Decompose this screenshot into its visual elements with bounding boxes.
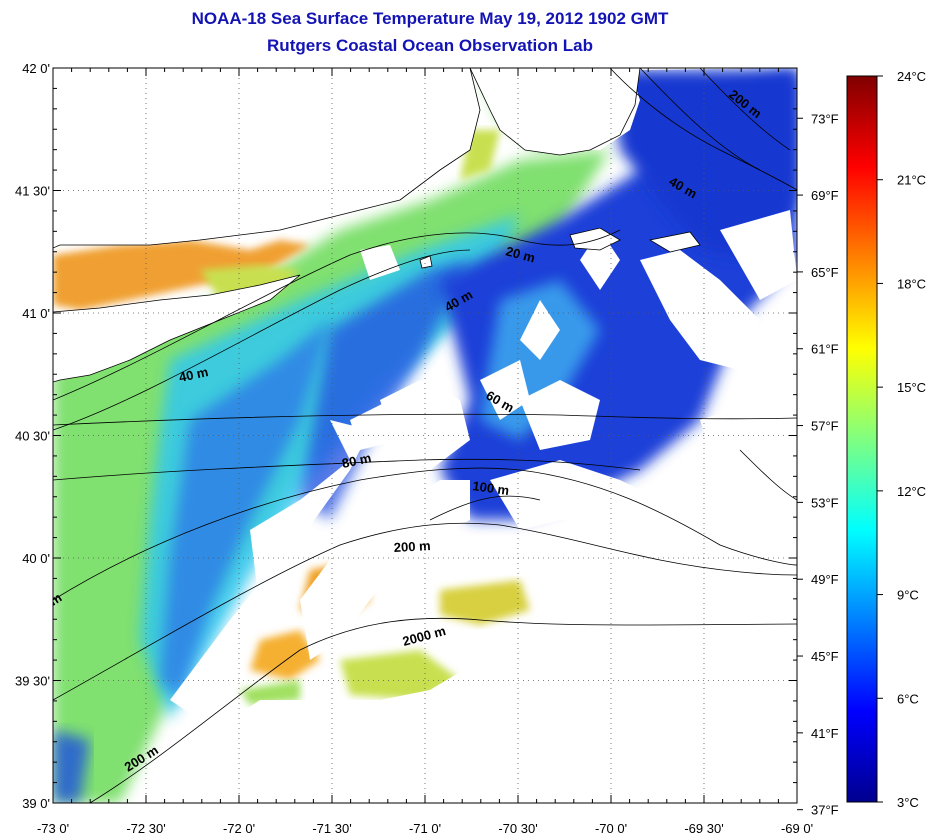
lon-tick-label: -70 0' — [595, 821, 627, 836]
lon-axis: -73 0' -72 30' -72 0' -71 30' -71 0' -70 30' -… — [37, 821, 813, 836]
axis-ticks — [52, 67, 803, 811]
lat-tick-label: 42 0' — [22, 61, 50, 76]
lon-tick-label: -72 0' — [223, 821, 255, 836]
sst-field: 200 m 40 m 20 m 40 m 40 m 60 m 80 m 100 … — [47, 68, 797, 803]
fahrenheit-tick-label: 37°F — [811, 803, 839, 818]
cloud-mask-1 — [170, 420, 370, 720]
shelf-water-blue-band1 — [160, 320, 330, 700]
cloud-mask-7 — [720, 210, 797, 300]
isobath-label: 40 m — [178, 364, 210, 385]
fahrenheit-tick-label: 61°F — [811, 342, 839, 357]
lat-axis: 39 0' 39 30' 40 0' 40 30' 41 0' 41 30' 42 0' — [15, 61, 50, 811]
fahrenheit-tick-label: 73°F — [811, 111, 839, 126]
isobath-label: m — [47, 590, 65, 609]
lat-tick-label: 40 30' — [15, 429, 50, 444]
lat-tick-label: 41 30' — [15, 184, 50, 199]
lon-tick-label: -70 30' — [498, 821, 537, 836]
fahrenheit-tick-label: 41°F — [811, 726, 839, 741]
land-block-island — [419, 255, 433, 269]
cloud-mask-9 — [480, 360, 530, 420]
lon-tick-label: -72 30' — [126, 821, 165, 836]
warm-eddy-3 — [440, 580, 530, 625]
lat-tick-label: 40 0' — [22, 551, 50, 566]
fahrenheit-tick-label: 69°F — [811, 188, 839, 203]
isobath-label: 80 m — [341, 450, 373, 471]
fahrenheit-tick-label: 65°F — [811, 265, 839, 280]
land-nantucket — [648, 231, 701, 253]
map-title: NOAA-18 Sea Surface Temperature May 19, … — [191, 9, 669, 28]
bay-green-patch — [200, 265, 300, 300]
fahrenheit-tick-label: 53°F — [811, 495, 839, 510]
colorbar-tick-label: 21°C — [897, 173, 926, 188]
lat-tick-label: 39 30' — [15, 674, 50, 689]
warm-eddy-5 — [240, 680, 300, 705]
colorbar — [846, 75, 878, 803]
colorbar-tick-label: 12°C — [897, 484, 926, 499]
land-long-island — [53, 274, 301, 383]
lon-tick-label: -71 0' — [409, 821, 441, 836]
cloud-mask-11 — [160, 460, 797, 803]
land-cape-cod — [469, 68, 641, 156]
warm-eddy-4 — [340, 650, 460, 700]
colorbar-labels: 3°C 6°C 9°C 12°C 15°C 18°C 21°C 24°C — [877, 69, 926, 810]
fahrenheit-axis: 37°F 41°F 45°F 49°F 53°F 57°F 61°F 65°F 69°F 73°F — [811, 111, 839, 817]
cloud-mask-8 — [350, 400, 400, 450]
fahrenheit-tick-label: 45°F — [811, 649, 839, 664]
lon-tick-label: -71 30' — [312, 821, 351, 836]
fahrenheit-tick-label: 57°F — [811, 419, 839, 434]
cloud-mask-4 — [520, 300, 560, 360]
isobaths — [53, 68, 797, 803]
isobath-label: 100 m — [472, 478, 511, 498]
south-edge-blue — [53, 730, 90, 803]
colorbar-tick-label: 24°C — [897, 69, 926, 84]
isobath-label: 20 m — [504, 243, 537, 265]
colorbar-tick-label: 15°C — [897, 380, 926, 395]
land-marthas-vineyard — [569, 227, 621, 251]
fahrenheit-tick-label: 49°F — [811, 572, 839, 587]
map-subtitle: Rutgers Coastal Ocean Observation Lab — [267, 36, 593, 55]
warm-eddy-2 — [250, 630, 320, 680]
long-island-sound-warm — [53, 240, 310, 310]
cloud-mask-6 — [640, 250, 760, 370]
graticule — [53, 68, 797, 803]
cloud-mask-2 — [380, 380, 470, 470]
cloud-mask-13 — [360, 245, 400, 280]
isobath-label: 200 m — [393, 538, 431, 555]
land-connecticut-ri — [53, 68, 481, 249]
lat-tick-label: 39 0' — [22, 796, 50, 811]
colorbar-tick-label: 18°C — [897, 276, 926, 291]
colorbar-tick-label: 9°C — [897, 588, 919, 603]
lon-tick-label: -73 0' — [37, 821, 69, 836]
lon-tick-label: -69 30' — [684, 821, 723, 836]
gulf-of-maine-blue — [610, 70, 797, 260]
shelf-water-blue-band2 — [300, 260, 470, 520]
colorbar-tick-label: 6°C — [897, 691, 919, 706]
lat-tick-label: 41 0' — [22, 306, 50, 321]
cloud-mask-12 — [700, 400, 797, 520]
lon-tick-label: -69 0' — [781, 821, 813, 836]
colorbar-tick-label: 3°C — [897, 795, 919, 810]
